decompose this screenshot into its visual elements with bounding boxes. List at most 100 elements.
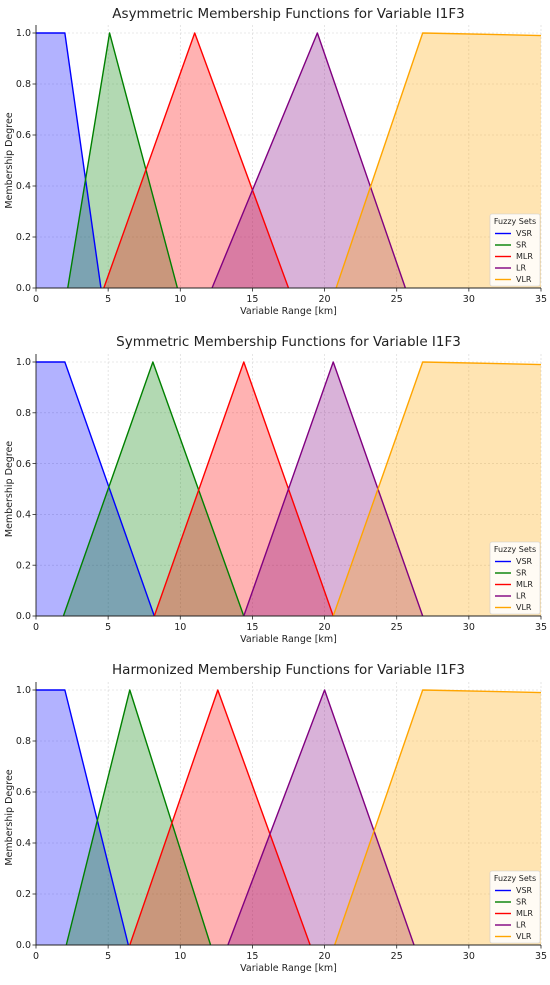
x-tick-label: 5	[105, 951, 111, 962]
y-tick-label: 0.4	[16, 838, 31, 849]
legend-title: Fuzzy Sets	[494, 545, 536, 554]
y-axis: 0.0 0.2 0.4 0.6 0.8 1.0	[16, 685, 36, 951]
y-axis-label: Membership Degree	[4, 769, 15, 865]
series-lines	[36, 361, 542, 617]
x-tick-label: 30	[463, 622, 475, 633]
y-tick-label: 0.6	[16, 459, 31, 470]
legend-label-sr: SR	[516, 241, 527, 250]
series-line-vsr	[36, 32, 102, 289]
y-tick-label: 0.2	[16, 560, 31, 571]
series-area-vsr	[36, 690, 129, 945]
chart-title: Asymmetric Membership Functions for Vari…	[112, 6, 464, 22]
y-tick-label: 0.8	[16, 79, 31, 90]
series-area-sr	[63, 362, 244, 616]
x-axis: 0 5 10 15 20 25 30 35	[33, 945, 547, 962]
legend-label-sr: SR	[516, 898, 527, 907]
legend-label-vsr: VSR	[516, 557, 533, 566]
series-line-mlr	[103, 32, 290, 289]
series-area-lr	[227, 690, 415, 945]
legend: Fuzzy Sets VSR SR MLR LR VLR	[489, 870, 541, 944]
x-tick-label: 10	[174, 951, 186, 962]
chart-panel-2: Symmetric Membership Functions for Varia…	[4, 334, 547, 645]
x-axis-label: Variable Range [km]	[240, 634, 337, 645]
x-tick-label: 15	[246, 294, 258, 305]
x-tick-label: 5	[105, 294, 111, 305]
series-fills	[36, 33, 541, 288]
y-tick-label: 0.6	[16, 787, 31, 798]
x-tick-label: 35	[535, 951, 547, 962]
y-tick-label: 0.0	[16, 940, 31, 951]
chart-title: Harmonized Membership Functions for Vari…	[112, 662, 465, 678]
series-line-sr	[62, 361, 245, 617]
x-tick-label: 35	[535, 294, 547, 305]
x-tick-label: 30	[463, 951, 475, 962]
y-tick-label: 0.4	[16, 510, 31, 521]
legend-label-mlr: MLR	[516, 580, 533, 589]
series-area-sr	[66, 690, 211, 945]
chart-title: Symmetric Membership Functions for Varia…	[116, 334, 461, 350]
series-fills	[36, 690, 541, 945]
series-lines	[36, 32, 542, 289]
y-tick-label: 0.0	[16, 611, 31, 622]
y-axis: 0.0 0.2 0.4 0.6 0.8 1.0	[16, 28, 36, 294]
y-tick-label: 0.8	[16, 408, 31, 419]
legend-label-lr: LR	[516, 921, 526, 930]
y-tick-label: 0.2	[16, 232, 31, 243]
x-tick-label: 5	[105, 622, 111, 633]
series-area-sr	[67, 33, 178, 288]
chart-panel-1: Asymmetric Membership Functions for Vari…	[4, 6, 547, 317]
x-axis: 0 5 10 15 20 25 30 35	[33, 288, 547, 305]
series-line-vlr	[332, 361, 542, 617]
y-axis: 0.0 0.2 0.4 0.6 0.8 1.0	[16, 357, 36, 622]
x-tick-label: 20	[319, 622, 331, 633]
series-line-vsr	[36, 689, 130, 946]
y-axis-label: Membership Degree	[4, 441, 15, 537]
x-tick-label: 0	[33, 622, 39, 633]
y-tick-label: 0.6	[16, 130, 31, 141]
series-line-vlr	[334, 689, 542, 946]
series-line-vsr	[36, 361, 155, 617]
series-area-mlr	[103, 33, 289, 288]
series-line-lr	[227, 689, 415, 946]
y-tick-label: 0.4	[16, 181, 31, 192]
series-line-mlr	[129, 689, 311, 946]
y-tick-label: 0.0	[16, 283, 31, 294]
series-line-lr	[211, 32, 407, 289]
y-tick-label: 1.0	[16, 685, 31, 696]
y-tick-label: 0.2	[16, 889, 31, 900]
x-axis-label: Variable Range [km]	[240, 963, 337, 974]
x-tick-label: 15	[246, 951, 258, 962]
x-tick-label: 10	[174, 294, 186, 305]
series-area-vsr	[36, 362, 155, 616]
legend-title: Fuzzy Sets	[494, 217, 536, 226]
series-area-vlr	[333, 362, 541, 616]
legend-label-sr: SR	[516, 569, 527, 578]
series-fills	[36, 362, 541, 616]
x-tick-label: 30	[463, 294, 475, 305]
x-tick-label: 25	[391, 622, 403, 633]
grid	[35, 682, 542, 946]
legend: Fuzzy Sets VSR SR MLR LR VLR	[489, 541, 541, 615]
legend-label-mlr: MLR	[516, 252, 533, 261]
series-line-vlr	[335, 32, 542, 289]
x-tick-label: 0	[33, 951, 39, 962]
chart-panel-3: Harmonized Membership Functions for Vari…	[4, 662, 547, 974]
legend-label-vlr: VLR	[516, 603, 532, 612]
series-area-mlr	[154, 362, 334, 616]
x-tick-label: 20	[319, 294, 331, 305]
series-area-lr	[243, 362, 423, 616]
series-lines	[36, 689, 542, 946]
legend-title: Fuzzy Sets	[494, 874, 536, 883]
legend: Fuzzy Sets VSR SR MLR LR VLR	[489, 213, 541, 287]
y-tick-label: 1.0	[16, 28, 31, 39]
x-tick-label: 25	[391, 294, 403, 305]
x-axis-label: Variable Range [km]	[240, 306, 337, 317]
legend-label-mlr: MLR	[516, 909, 533, 918]
x-tick-label: 10	[174, 622, 186, 633]
series-line-sr	[67, 32, 179, 289]
series-area-vlr	[334, 690, 541, 945]
series-area-vsr	[36, 33, 101, 288]
x-tick-label: 15	[246, 622, 258, 633]
legend-label-vlr: VLR	[516, 275, 532, 284]
y-axis-label: Membership Degree	[4, 112, 15, 208]
